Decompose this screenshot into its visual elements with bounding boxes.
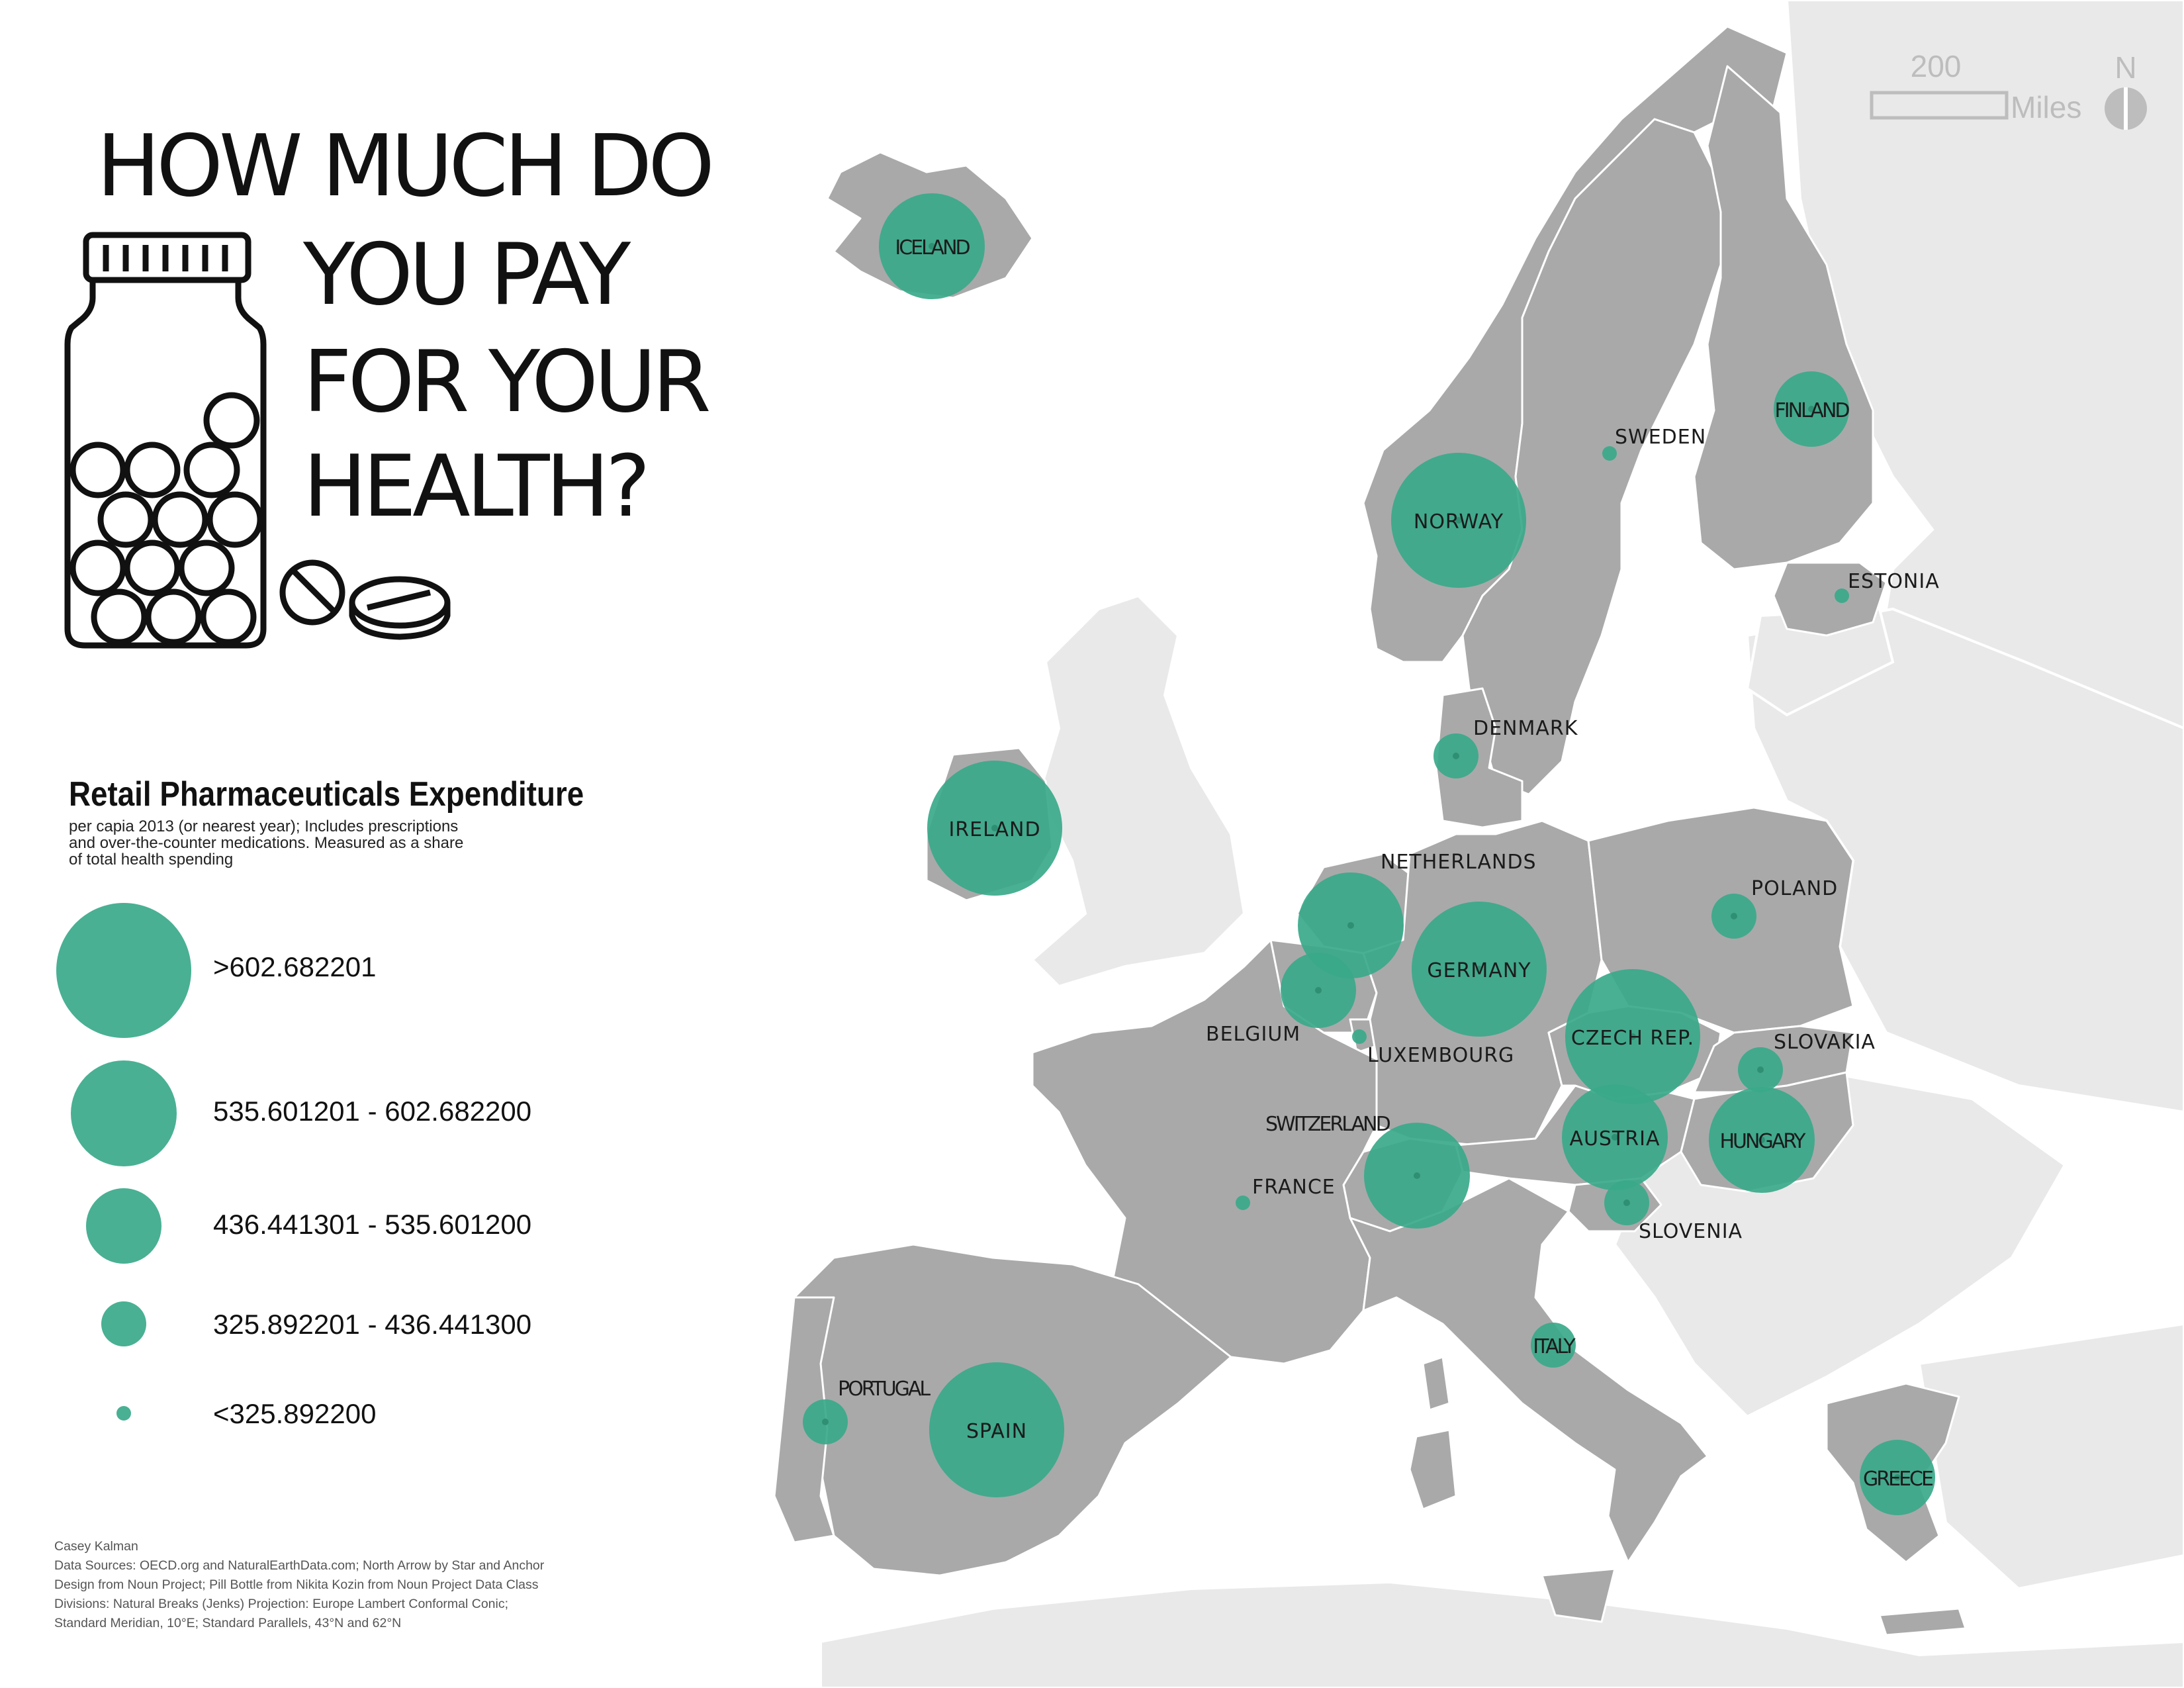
centroid-slovakia <box>1757 1066 1764 1073</box>
label-portugal: PORTUGAL <box>838 1378 931 1401</box>
pill-bottle-icon <box>64 232 267 649</box>
legend-subtitle-line: and over-the-counter medications. Measur… <box>69 834 464 852</box>
label-france: FRANCE <box>1252 1176 1336 1199</box>
legend-label-class-3: 436.441301 - 535.601200 <box>213 1209 532 1240</box>
label-hungary: HUNGARY <box>1720 1130 1807 1153</box>
centroid-slovenia <box>1623 1199 1630 1206</box>
label-switzerland: SWITZERLAND <box>1265 1113 1390 1136</box>
north-arrow: N <box>2105 50 2147 130</box>
symbol-france <box>1236 1196 1250 1210</box>
label-germany: GERMANY <box>1427 959 1531 982</box>
centroid-spain <box>993 1427 1000 1433</box>
centroid-netherlands <box>1347 922 1354 929</box>
centroid-greece <box>1894 1474 1901 1481</box>
graduated-symbols <box>803 193 1935 1515</box>
centroid-italy <box>1550 1342 1557 1348</box>
centroid-poland <box>1731 913 1737 919</box>
centroid-portugal <box>822 1419 829 1425</box>
label-slovakia: SLOVAKIA <box>1774 1031 1876 1054</box>
legend-label-class-1: <325.892200 <box>213 1398 377 1429</box>
centroid-austria <box>1612 1134 1618 1141</box>
title-line-1: HOW MUCH DO <box>97 117 715 216</box>
title-line-4: HEALTH? <box>303 438 651 536</box>
legend-label-class-2: 325.892201 - 436.441300 <box>213 1309 532 1340</box>
centroid-finland <box>1808 406 1815 412</box>
credits-line: Data Sources: OECD.org and NaturalEarthD… <box>54 1558 545 1573</box>
symbol-luxembourg <box>1352 1029 1367 1044</box>
centroid-iceland <box>929 243 935 250</box>
credits-line: Casey Kalman <box>54 1539 138 1554</box>
label-belgium: BELGIUM <box>1206 1023 1300 1046</box>
north-arrow-label: N <box>2115 50 2136 85</box>
legend-symbol-class-3 <box>86 1188 161 1264</box>
legend-symbol-class-4 <box>71 1060 177 1166</box>
legend-symbol-class-2 <box>101 1301 146 1346</box>
legend-symbols <box>56 903 191 1421</box>
legend-symbol-class-1 <box>116 1406 131 1421</box>
credits-line: Standard Meridian, 10°E; Standard Parall… <box>54 1616 402 1630</box>
country-labels: ICELAND FINLAND SWEDEN NORWAY ESTONIA DENMARK… <box>838 236 1940 1491</box>
legend-symbol-class-5 <box>56 903 191 1038</box>
denmark-shape <box>1435 687 1524 829</box>
credits-line: Design from Noun Project; Pill Bottle fr… <box>54 1577 539 1592</box>
centroid-czech-rep <box>1629 1033 1636 1040</box>
centroid-denmark <box>1453 753 1459 759</box>
label-sweden: SWEDEN <box>1615 426 1706 449</box>
label-iceland: ICELAND <box>895 236 970 259</box>
label-italy: ITALY <box>1533 1335 1576 1358</box>
label-greece: GREECE <box>1863 1468 1933 1491</box>
label-denmark: DENMARK <box>1473 717 1578 740</box>
title-line-3: FOR YOUR <box>303 333 711 432</box>
title-line-2: YOU PAY <box>303 226 631 324</box>
label-ireland: IRELAND <box>948 818 1040 841</box>
legend-subtitle: per capia 2013 (or nearest year); Includ… <box>69 818 532 868</box>
centroid-switzerland <box>1414 1172 1420 1179</box>
pill-tablet-icon <box>279 559 451 640</box>
italy-shape <box>1349 1177 1709 1564</box>
label-finland: FINLAND <box>1774 399 1849 422</box>
crete-shape <box>1878 1607 1967 1636</box>
scale-bar-unit: Miles <box>2011 90 2081 124</box>
credits: Casey Kalman Data Sources: OECD.org and … <box>54 1537 604 1633</box>
legend-title: Retail Pharmaceuticals Expenditure <box>69 775 584 814</box>
centroid-hungary <box>1758 1137 1765 1143</box>
scale-bar: 200 Miles <box>1870 49 2081 124</box>
label-spain: SPAIN <box>966 1420 1027 1443</box>
legend-subtitle-line: per capia 2013 (or nearest year); Includ… <box>69 818 459 835</box>
finland-shape <box>1693 65 1874 571</box>
sardinia-shape <box>1408 1429 1457 1511</box>
sicily-shape <box>1541 1568 1616 1623</box>
label-netherlands: NETHERLANDS <box>1381 851 1537 874</box>
credits-line: Divisions: Natural Breaks (Jenks) Projec… <box>54 1597 509 1611</box>
context-land <box>819 0 2184 1688</box>
label-austria: AUSTRIA <box>1569 1127 1660 1150</box>
label-czech-rep: CZECH REP. <box>1571 1027 1694 1050</box>
corsica-shape <box>1422 1356 1451 1411</box>
symbol-estonia <box>1835 588 1849 603</box>
label-estonia: ESTONIA <box>1848 570 1940 593</box>
centroid-belgium <box>1315 987 1322 994</box>
scale-bar-value: 200 <box>1911 49 1962 83</box>
estonia-shape <box>1772 561 1888 637</box>
centroid-norway <box>1455 517 1462 524</box>
centroid-germany <box>1476 966 1482 972</box>
legend-label-class-5: >602.682201 <box>213 951 377 982</box>
label-norway: NORWAY <box>1414 510 1504 534</box>
label-luxembourg: LUXEMBOURG <box>1367 1044 1514 1067</box>
centroid-ireland <box>991 825 998 831</box>
label-slovenia: SLOVENIA <box>1639 1220 1743 1243</box>
symbol-sweden <box>1602 446 1617 461</box>
label-poland: POLAND <box>1751 877 1838 900</box>
legend-label-class-4: 535.601201 - 602.682200 <box>213 1096 532 1127</box>
legend-subtitle-line: of total health spending <box>69 851 234 868</box>
